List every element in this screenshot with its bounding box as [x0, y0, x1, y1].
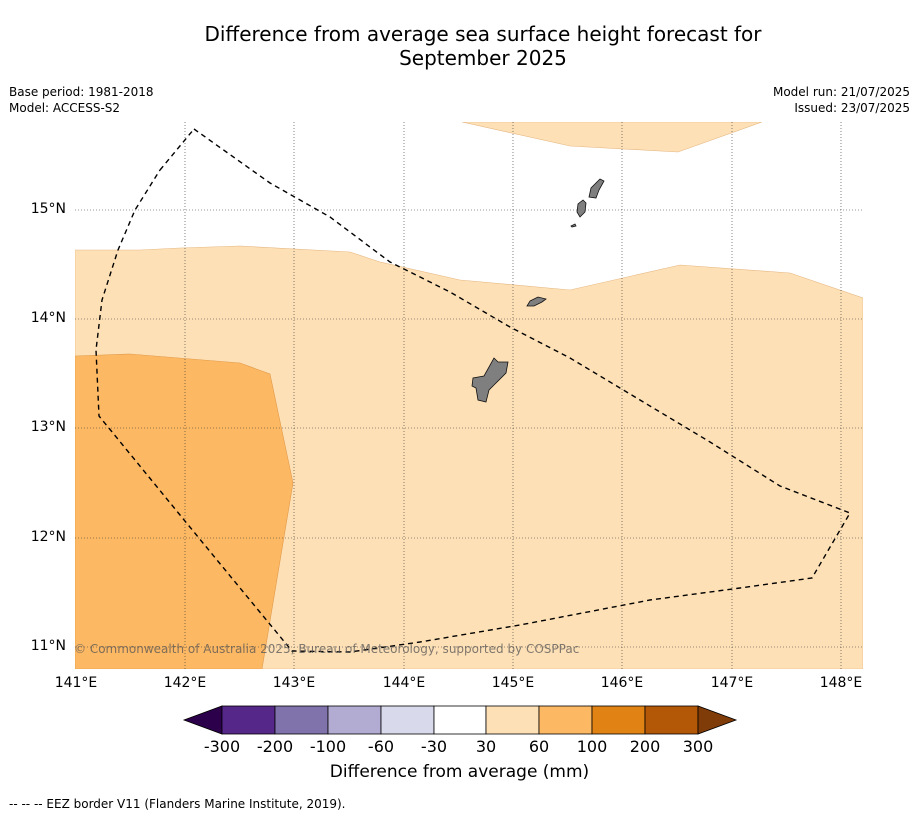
- lon-label-141e: 141°E: [54, 675, 98, 691]
- colorbar-label: -300: [203, 737, 241, 756]
- lat-label-15n: 15°N: [30, 201, 66, 217]
- graticule: [75, 122, 863, 669]
- rota-island: [526, 296, 547, 307]
- colorbar-label: 100: [576, 737, 608, 756]
- meta-right: Model run: 21/07/2025 Issued: 23/07/2025: [773, 84, 910, 116]
- colorbar-label: -60: [367, 737, 395, 756]
- lon-label-145e: 145°E: [491, 675, 535, 691]
- colorbar-label: -30: [420, 737, 448, 756]
- colorbar-cell-4: [380, 705, 435, 735]
- colorbar-cell-9: [644, 705, 699, 735]
- lat-label-11n: 11°N: [30, 638, 66, 654]
- saipan-island: [588, 178, 605, 199]
- lon-label-142e: 142°E: [163, 675, 207, 691]
- model-run-text: Model run: 21/07/2025: [772, 85, 910, 99]
- lon-label-148e: 148°E: [819, 675, 863, 691]
- guam-island: [471, 357, 509, 403]
- colorbar-cell-2: [274, 705, 329, 735]
- colorbar-cell-8: [591, 705, 646, 735]
- map-title-line1: Difference from average sea surface heig…: [204, 22, 762, 46]
- colorbar-label: -100: [309, 737, 347, 756]
- colorbar-label: 300: [682, 737, 714, 756]
- lon-label-143e: 143°E: [272, 675, 316, 691]
- islands: [471, 178, 605, 403]
- lon-label-146e: 146°E: [600, 675, 644, 691]
- colorbar-cell-3: [327, 705, 382, 735]
- anomaly-region-30-60-north: [461, 122, 763, 153]
- base-period-text: Base period: 1981-2018: [9, 85, 154, 99]
- colorbar-cell-1: [221, 705, 276, 735]
- colorbar-extend-low: [182, 705, 223, 735]
- colorbar-label: 30: [475, 737, 497, 756]
- eez-legend-footnote: -- -- -- EEZ border V11 (Flanders Marine…: [9, 797, 346, 811]
- copyright-notice: © Commonwealth of Australia 2025, Bureau…: [74, 642, 580, 656]
- lat-label-12n: 12°N: [30, 529, 66, 545]
- map-plot-area: [75, 122, 863, 669]
- colorbar-label: 60: [528, 737, 550, 756]
- colorbar-cell-6: [485, 705, 540, 735]
- lat-label-14n: 14°N: [30, 310, 66, 326]
- colorbar-cell-5: [433, 705, 487, 735]
- colorbar-label: -200: [256, 737, 294, 756]
- issued-text: Issued: 23/07/2025: [794, 101, 910, 115]
- colorbar: [182, 705, 738, 735]
- eez-border: [95, 128, 852, 653]
- map-title: Difference from average sea surface heig…: [0, 22, 919, 70]
- colorbar-label: 200: [629, 737, 661, 756]
- tinian-island: [576, 199, 587, 218]
- anomaly-region-60-100: [75, 353, 294, 669]
- model-text: Model: ACCESS-S2: [9, 101, 121, 115]
- colorbar-title: Difference from average (mm): [329, 762, 590, 782]
- meta-left: Base period: 1981-2018 Model: ACCESS-S2: [9, 84, 154, 116]
- lon-label-144e: 144°E: [382, 675, 426, 691]
- colorbar-cell-7: [538, 705, 593, 735]
- lon-label-147e: 147°E: [710, 675, 754, 691]
- map-title-line2: September 2025: [399, 46, 567, 70]
- colorbar-extend-high: [697, 705, 738, 735]
- aguijan-island: [570, 223, 577, 228]
- lat-label-13n: 13°N: [30, 419, 66, 435]
